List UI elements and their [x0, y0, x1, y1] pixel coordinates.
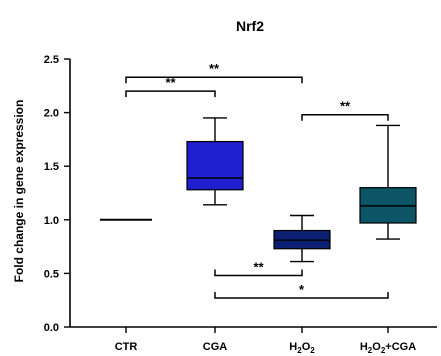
significance-bracket: *	[214, 282, 389, 299]
y-tick-label: 1.5	[44, 161, 59, 173]
bracket-line	[214, 269, 303, 277]
y-tick-label: 0.0	[44, 322, 59, 334]
y-ticks: 0.0 0.5 1.0 1.5 2.0 2.5	[44, 54, 70, 334]
y-axis-label: Fold change in gene expression	[12, 100, 26, 283]
x-tick-label: H2O2	[289, 341, 315, 355]
significance-brackets: *********	[125, 61, 389, 299]
bracket-line	[214, 292, 389, 299]
chart-title: Nrf2	[236, 18, 264, 34]
significance-label: *	[299, 282, 305, 297]
x-tick-label: CTR	[115, 341, 138, 353]
y-tick-label: 2.5	[44, 54, 59, 66]
x-ticks: CTR CGA H2O2 H2O2+CGA	[115, 327, 416, 355]
bracket-line	[301, 113, 389, 121]
x-tick-label: H2O2+CGA	[360, 341, 416, 355]
y-tick-label: 1.0	[44, 215, 59, 227]
significance-label: **	[165, 75, 176, 90]
bracket-line	[125, 76, 303, 84]
box-body	[186, 140, 244, 191]
significance-label: **	[209, 61, 220, 76]
significance-bracket: **	[125, 75, 216, 98]
box-h2o2	[273, 214, 331, 263]
y-tick-label: 2.0	[44, 108, 59, 120]
box-h2o2-cga	[359, 124, 417, 240]
boxes	[100, 117, 417, 263]
x-tick-label: CGA	[203, 341, 228, 353]
box-cga	[186, 117, 244, 206]
significance-bracket: **	[214, 260, 303, 277]
significance-bracket: **	[125, 61, 303, 84]
significance-label: **	[340, 99, 351, 114]
significance-bracket: **	[301, 99, 389, 121]
bracket-line	[125, 90, 216, 98]
significance-label: **	[253, 260, 264, 275]
y-tick-label: 0.5	[44, 268, 59, 280]
